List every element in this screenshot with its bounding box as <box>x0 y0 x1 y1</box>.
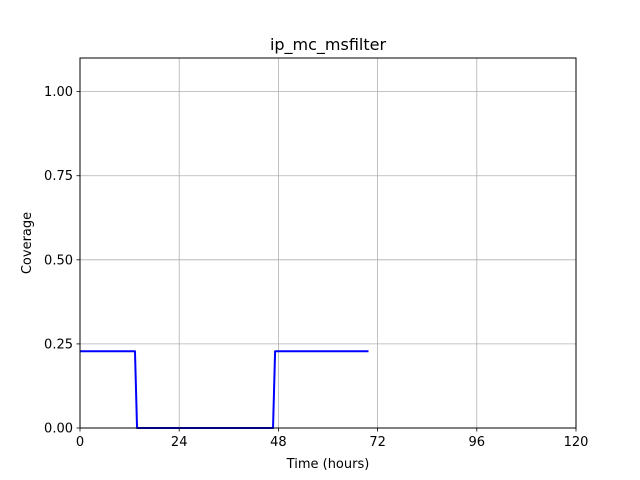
x-tick-label: 120 <box>564 435 589 450</box>
y-tick-label: 1.00 <box>44 85 73 100</box>
x-tick-label: 24 <box>171 435 188 450</box>
x-axis-label: Time (hours) <box>286 457 370 472</box>
x-tick-label: 72 <box>369 435 386 450</box>
y-axis-label: Coverage <box>20 212 35 274</box>
x-tick-label: 96 <box>469 435 486 450</box>
y-tick-label: 0.00 <box>44 422 73 437</box>
y-tick-label: 0.50 <box>44 253 73 268</box>
plot-frame <box>79 57 577 429</box>
x-axis-ticks: 0 24 48 72 96 120 <box>76 428 589 450</box>
x-tick-label: 0 <box>76 435 84 450</box>
x-tick-label: 48 <box>270 435 287 450</box>
chart-title: ip_mc_msfilter <box>270 35 387 55</box>
y-tick-label: 0.75 <box>44 169 73 184</box>
y-tick-label: 0.25 <box>44 337 73 352</box>
y-axis-ticks: 0.00 0.25 0.50 0.75 1.00 <box>44 85 80 437</box>
